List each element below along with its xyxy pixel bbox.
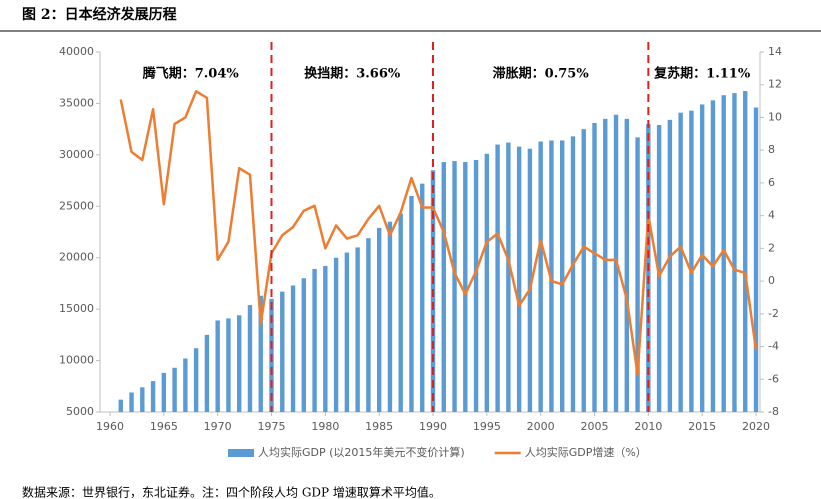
bar bbox=[237, 315, 242, 412]
x-tick-label: 1980 bbox=[311, 420, 339, 433]
bar bbox=[753, 107, 759, 413]
y2-tick-label: -4 bbox=[768, 340, 779, 353]
bar bbox=[603, 118, 608, 412]
bar bbox=[689, 110, 694, 412]
y2-tick-label: 8 bbox=[768, 143, 775, 156]
bar bbox=[301, 278, 306, 412]
bar bbox=[560, 140, 565, 412]
bar bbox=[592, 122, 597, 412]
bar bbox=[506, 142, 511, 412]
bar bbox=[538, 141, 543, 412]
y2-tick-label: 12 bbox=[768, 78, 782, 91]
bar bbox=[355, 247, 360, 412]
bar bbox=[678, 112, 683, 412]
y-tick-label: 40000 bbox=[59, 45, 94, 58]
y-tick-label: 10000 bbox=[59, 354, 94, 367]
bar bbox=[570, 136, 576, 413]
y2-tick-label: 6 bbox=[768, 176, 775, 189]
bar bbox=[656, 125, 662, 413]
x-tick-label: 1960 bbox=[96, 420, 124, 433]
y2-tick-label: 0 bbox=[768, 274, 775, 287]
chart-title: 图 2：日本经济发展历程 bbox=[22, 6, 177, 23]
x-tick-label: 2000 bbox=[527, 420, 555, 433]
x-tick-label: 2015 bbox=[688, 420, 716, 433]
bar bbox=[280, 291, 285, 412]
y2-tick-label: 4 bbox=[768, 209, 775, 222]
bar bbox=[140, 387, 145, 412]
y-tick-label: 25000 bbox=[59, 199, 94, 212]
bar bbox=[484, 153, 490, 413]
bar bbox=[527, 148, 533, 412]
bar bbox=[420, 183, 425, 412]
x-tick-label: 1995 bbox=[473, 420, 501, 433]
bar bbox=[473, 160, 479, 412]
bar bbox=[172, 367, 177, 412]
y-tick-label: 30000 bbox=[59, 148, 94, 161]
bar bbox=[441, 162, 446, 412]
legend-label: 人均实际GDP增速（%） bbox=[525, 445, 647, 459]
y2-tick-label: 14 bbox=[768, 45, 782, 58]
bar bbox=[333, 257, 339, 412]
bar bbox=[150, 381, 156, 412]
period-label: 腾飞期：7.04% bbox=[142, 66, 240, 82]
x-tick-label: 2020 bbox=[742, 420, 770, 433]
legend-label: 人均实际GDP (以2015年美元不变价计算) bbox=[258, 445, 465, 459]
bar bbox=[732, 93, 737, 413]
x-tick-label: 1975 bbox=[258, 420, 286, 433]
bar bbox=[495, 144, 500, 413]
line bbox=[119, 90, 758, 376]
bar bbox=[183, 358, 188, 412]
source-note: 数据来源：世界银行，东北证券。注：四个阶段人均 GDP 增速取算术平均值。 bbox=[22, 485, 441, 499]
y-tick-label: 20000 bbox=[59, 251, 94, 264]
bar bbox=[226, 318, 231, 412]
bar bbox=[635, 137, 640, 412]
bar bbox=[624, 118, 629, 412]
y2-tick-label: -8 bbox=[768, 405, 779, 418]
bar bbox=[516, 146, 522, 412]
period-label: 滞胀期：0.75% bbox=[493, 66, 590, 82]
bar bbox=[743, 91, 748, 412]
bar bbox=[258, 295, 263, 412]
bar bbox=[667, 119, 673, 412]
bar bbox=[710, 100, 716, 412]
bar bbox=[366, 238, 371, 412]
bar bbox=[398, 213, 403, 412]
bar bbox=[409, 196, 414, 412]
bar bbox=[161, 372, 167, 412]
bar bbox=[323, 265, 328, 412]
y2-tick-label: -6 bbox=[768, 372, 779, 385]
bar bbox=[376, 227, 382, 412]
bar bbox=[387, 221, 393, 412]
x-tick-label: 2005 bbox=[581, 420, 609, 433]
y-tick-label: 15000 bbox=[59, 302, 94, 315]
bar bbox=[721, 95, 726, 412]
bar bbox=[215, 320, 220, 412]
y2-tick-label: 2 bbox=[768, 241, 775, 254]
bar bbox=[118, 399, 123, 412]
period-label: 换挡期：3.66% bbox=[304, 66, 401, 82]
bar bbox=[204, 334, 210, 412]
bar bbox=[463, 162, 468, 412]
x-tick-label: 1985 bbox=[365, 420, 393, 433]
y-tick-label: 5000 bbox=[66, 405, 94, 418]
x-tick-label: 1965 bbox=[150, 420, 178, 433]
x-tick-label: 2010 bbox=[634, 420, 662, 433]
x-tick-label: 1990 bbox=[419, 420, 447, 433]
bar bbox=[699, 104, 705, 412]
y2-tick-label: 10 bbox=[768, 110, 782, 123]
bar bbox=[581, 129, 586, 412]
period-label: 复苏期：1.11% bbox=[653, 66, 751, 82]
legend-swatch bbox=[228, 449, 254, 457]
bar bbox=[290, 285, 296, 412]
bar bbox=[344, 252, 350, 412]
bar bbox=[129, 392, 134, 412]
bar bbox=[247, 305, 253, 412]
bar bbox=[312, 269, 317, 412]
bar bbox=[193, 348, 199, 412]
x-tick-label: 1970 bbox=[204, 420, 232, 433]
bar bbox=[452, 161, 457, 412]
y2-tick-label: -2 bbox=[768, 307, 779, 320]
y-tick-label: 35000 bbox=[59, 96, 94, 109]
